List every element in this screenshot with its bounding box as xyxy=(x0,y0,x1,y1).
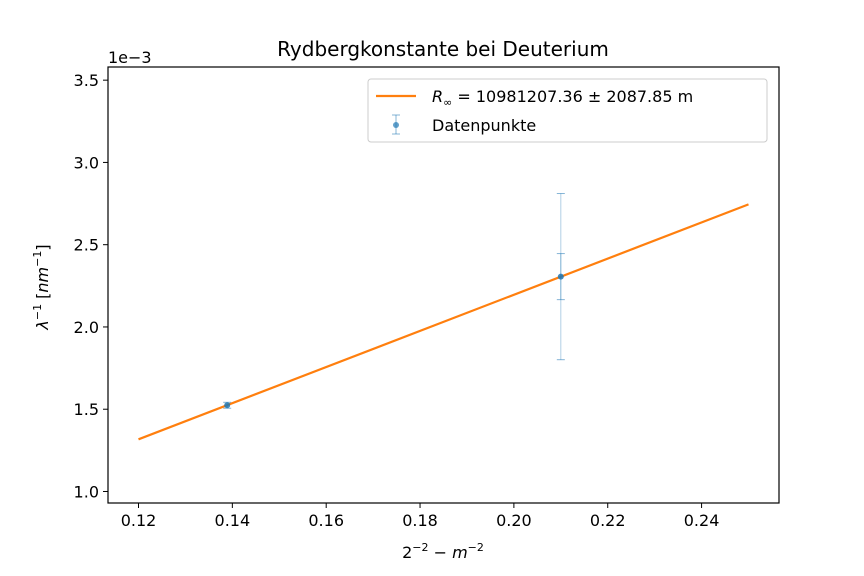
chart-title: Rydbergkonstante bei Deuterium xyxy=(277,37,609,61)
legend: R∞ = 10981207.36 ± 2087.85 m Datenpunkte xyxy=(367,78,768,143)
x-tick-label: 0.20 xyxy=(496,511,532,530)
y-tick-label: 1.5 xyxy=(74,400,99,419)
legend-box xyxy=(367,78,768,143)
y-tick-label: 2.0 xyxy=(74,318,99,337)
legend-fit-label: R∞ = 10981207.36 ± 2087.85 m xyxy=(432,87,693,109)
legend-point-marker xyxy=(393,122,399,128)
y-tick-label: 1.0 xyxy=(74,482,99,501)
data-point xyxy=(224,402,231,409)
x-tick-label: 0.24 xyxy=(684,511,720,530)
x-tick-label: 0.18 xyxy=(402,511,438,530)
plot-area: 0.12 0.14 0.16 0.18 0.20 0.22 0.24 1.0 1.5 2.0 2.5… xyxy=(74,66,780,530)
data-point xyxy=(557,273,564,280)
y-tick-label: 3.5 xyxy=(74,71,99,90)
fit-line xyxy=(138,203,749,441)
y-offset-text: 1e−3 xyxy=(108,48,152,67)
legend-points-label: Datenpunkte xyxy=(432,116,536,135)
x-axis-label: 2−2 − m−2 xyxy=(402,541,484,562)
axes-frame xyxy=(107,66,780,504)
y-tick-label: 2.5 xyxy=(74,236,99,255)
y-axis-label: λ−1 [nm−1] xyxy=(31,244,52,330)
x-tick-label: 0.22 xyxy=(590,511,626,530)
x-tick-label: 0.14 xyxy=(215,511,251,530)
y-tick-label: 3.0 xyxy=(74,153,99,172)
x-tick-label: 0.12 xyxy=(121,511,157,530)
x-tick-label: 0.16 xyxy=(308,511,344,530)
